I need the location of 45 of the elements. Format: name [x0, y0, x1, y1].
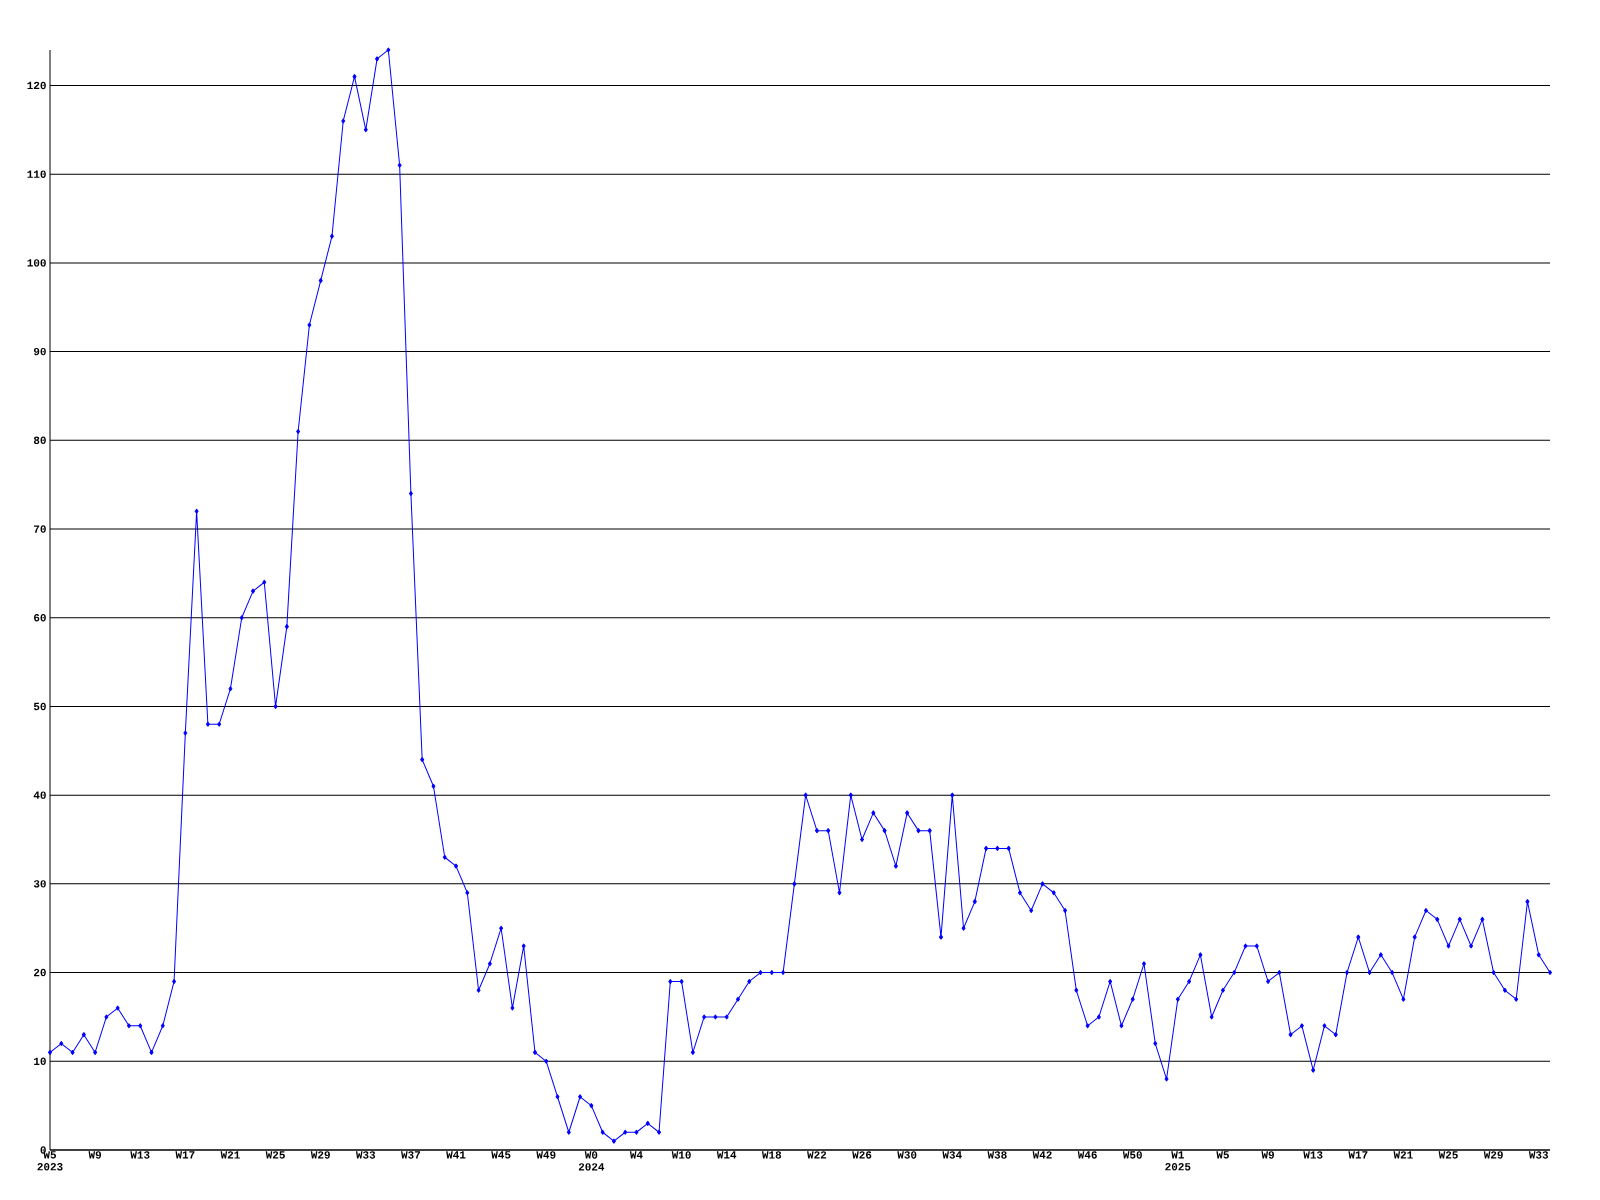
y-tick-label: 30 — [33, 880, 46, 888]
x-tick-label: W49 — [536, 1151, 556, 1159]
x-tick-label: W13 — [1303, 1151, 1323, 1159]
y-tick-label: 60 — [34, 614, 46, 622]
y-tick-label: 120 — [27, 81, 46, 90]
x-tick-label: W22 — [807, 1151, 827, 1159]
x-tick-label: W37 — [401, 1151, 421, 1159]
x-tick-label: W4 — [629, 1151, 643, 1159]
y-tick-label: 70 — [34, 525, 46, 533]
x-tick-label: W25 — [1438, 1151, 1458, 1159]
x-tick-label: W9 — [1261, 1151, 1274, 1159]
x-tick-label: W30 — [897, 1151, 917, 1159]
x-tick-label: W10 — [671, 1151, 691, 1159]
x-tick-label: W17 — [1348, 1151, 1368, 1159]
x-tick-label: W46 — [1077, 1151, 1097, 1159]
x-tick-label: W25 — [265, 1151, 285, 1159]
x-tick-label: W26 — [852, 1151, 872, 1159]
x-tick-label: W33 — [1528, 1151, 1549, 1159]
y-tick-label: 80 — [33, 436, 46, 445]
x-tick-label: W33 — [355, 1151, 376, 1159]
y-tick-label: 50 — [33, 702, 46, 711]
x-tick-label: W1 2025 — [1165, 1151, 1191, 1171]
x-tick-label: W50 — [1122, 1151, 1142, 1159]
y-tick-label: 10 — [34, 1057, 46, 1066]
x-tick-label: W29 — [310, 1151, 330, 1159]
y-tick-label: 40 — [33, 791, 46, 799]
x-tick-label: W18 — [761, 1151, 782, 1159]
x-tick-label: W34 — [942, 1151, 962, 1159]
y-tick-label: 110 — [27, 170, 46, 178]
y-tick-label: 90 — [33, 347, 46, 356]
x-tick-label: W21 — [220, 1151, 240, 1159]
x-tick-label: W21 — [1393, 1151, 1413, 1159]
x-tick-label: W45 — [491, 1151, 511, 1159]
x-tick-label: W38 — [987, 1151, 1007, 1159]
x-tick-label: W13 — [130, 1151, 150, 1159]
x-tick-label: W5 — [1216, 1151, 1229, 1159]
x-tick-label: W9 — [88, 1151, 102, 1159]
x-tick-label: W41 — [446, 1151, 466, 1159]
x-tick-label: W0 2024 — [578, 1151, 605, 1171]
x-tick-label: W14 — [716, 1151, 737, 1159]
x-tick-label: W17 — [175, 1151, 195, 1159]
y-tick-label: 20 — [33, 968, 46, 977]
x-tick-label: W42 — [1032, 1151, 1052, 1159]
x-tick-label: W29 — [1483, 1151, 1503, 1159]
y-tick-label: 100 — [27, 259, 46, 267]
